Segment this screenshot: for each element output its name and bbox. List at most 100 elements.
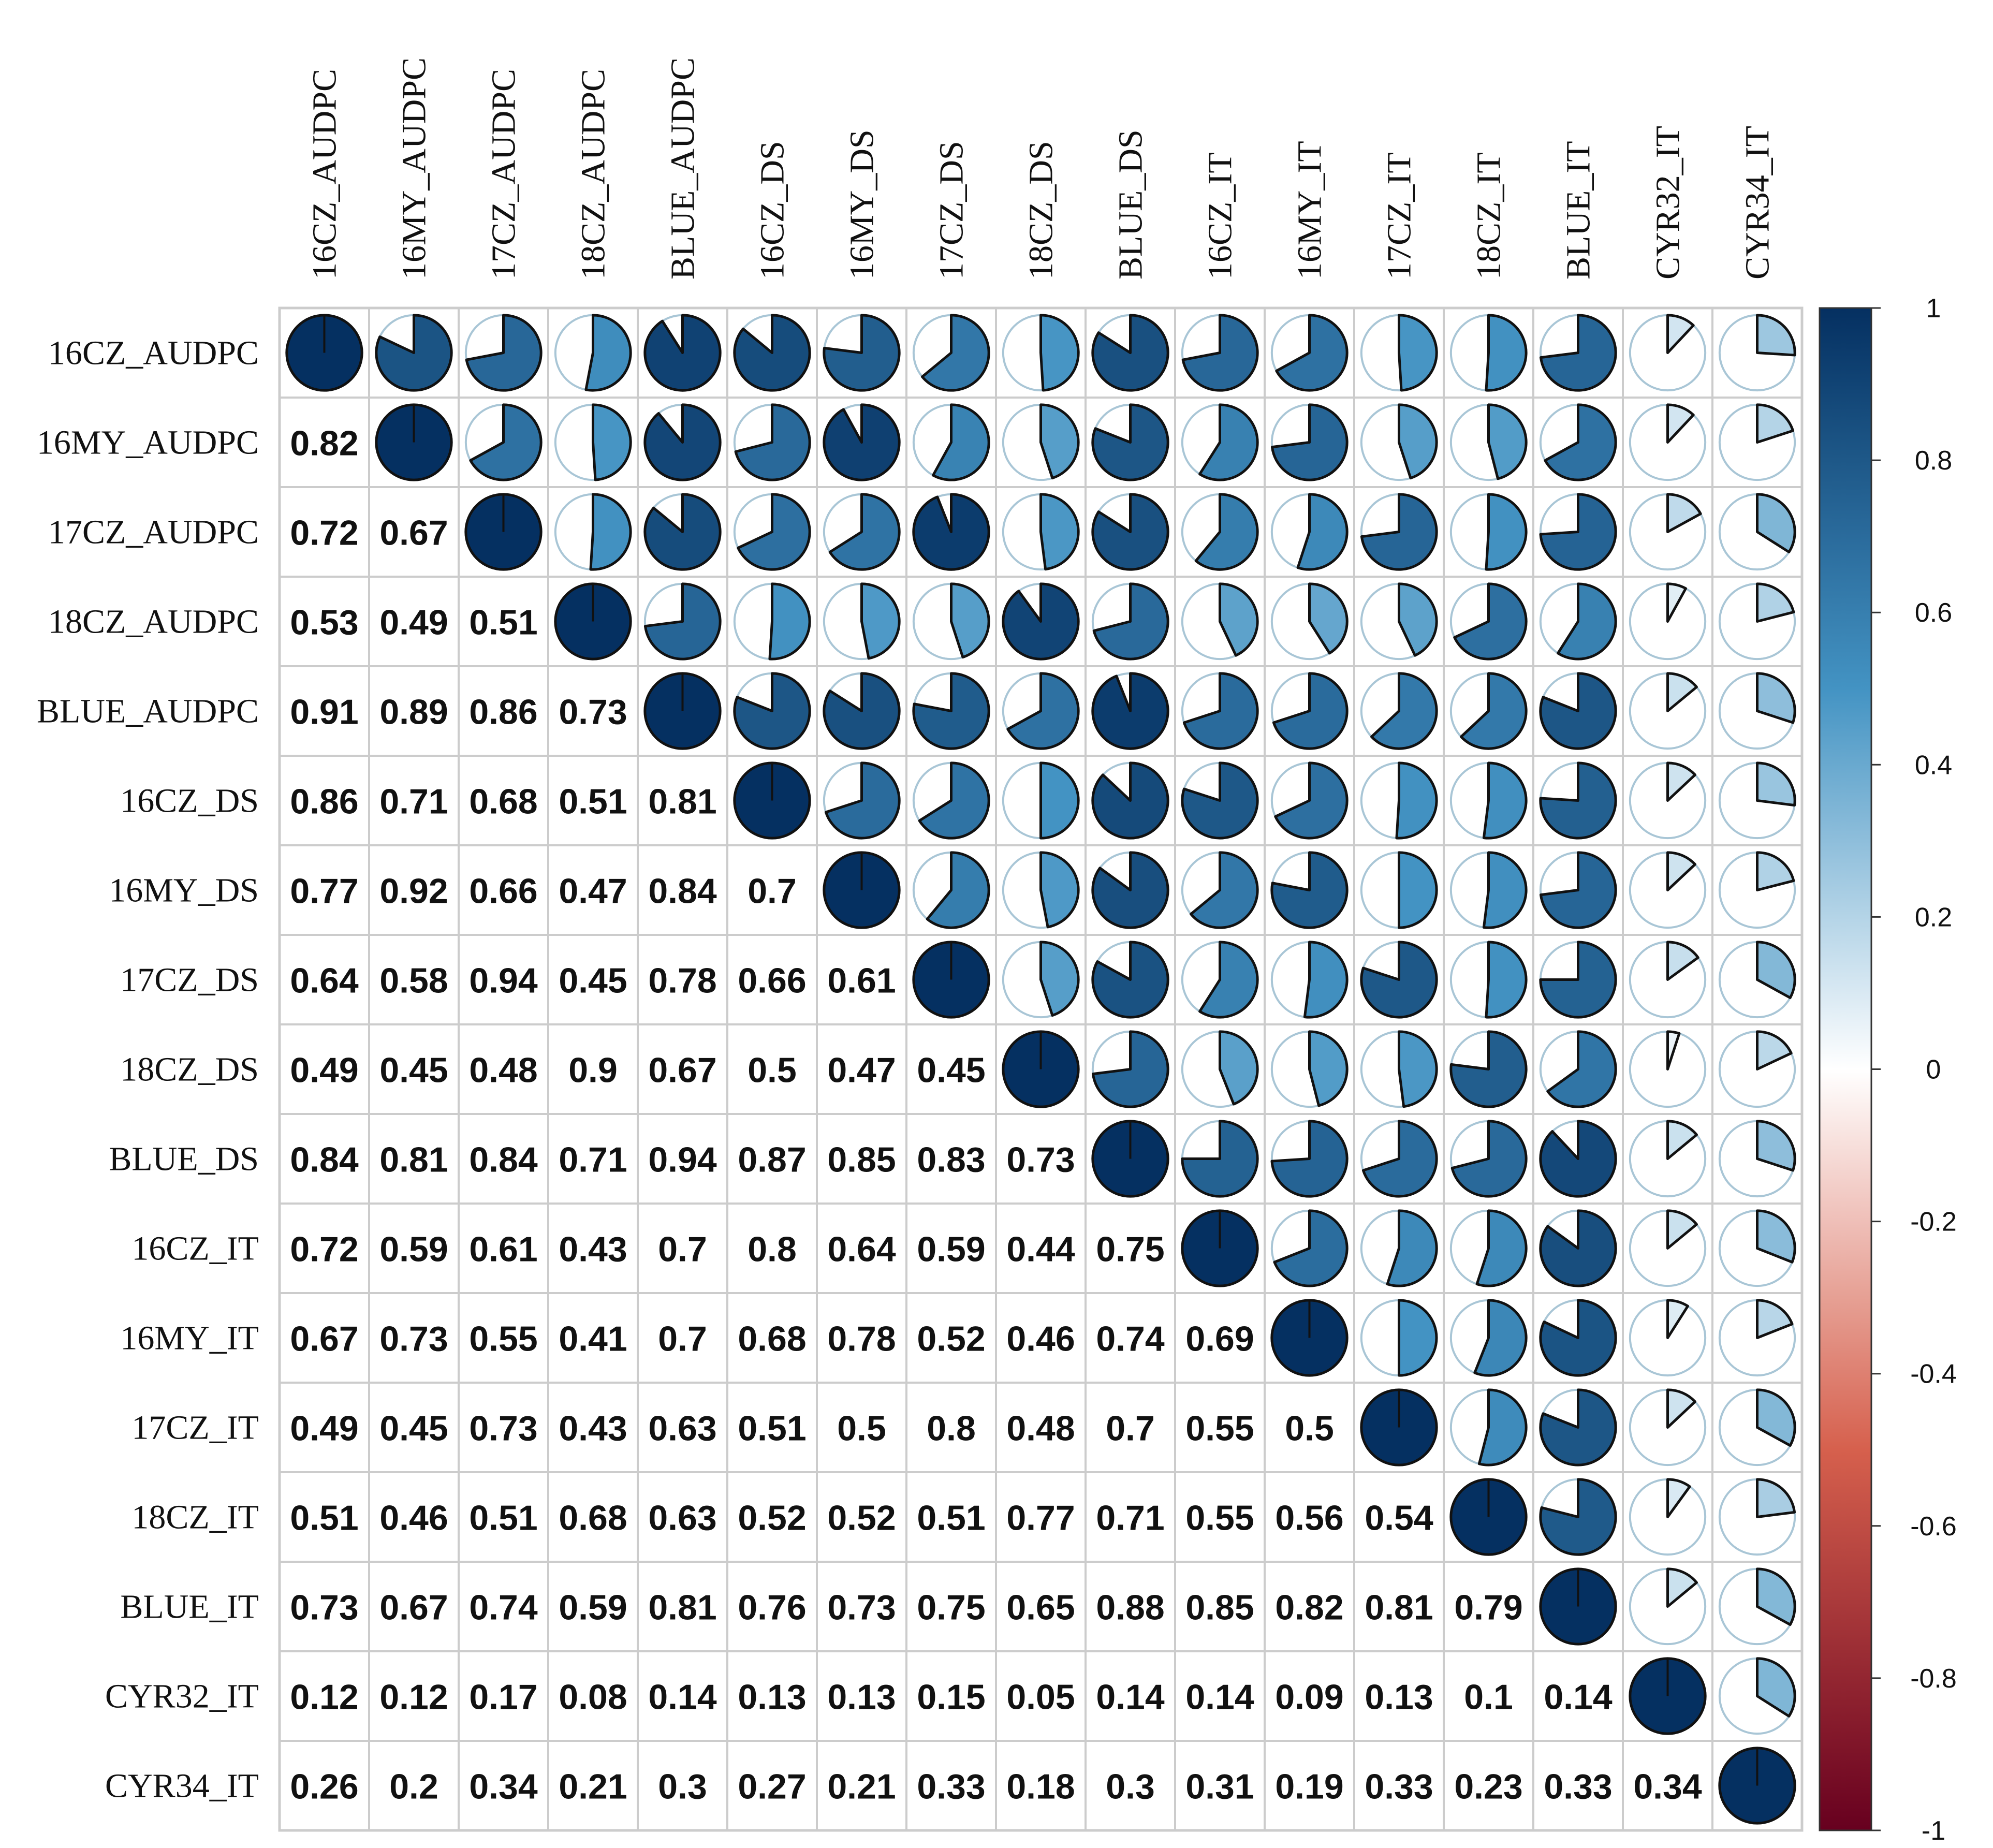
matrix-cell: 0.45 — [905, 1023, 997, 1115]
matrix-cell — [1174, 844, 1266, 936]
matrix-cell — [995, 1023, 1087, 1115]
matrix-cell: 0.43 — [547, 1202, 639, 1294]
correlation-value: 0.55 — [1185, 1409, 1254, 1448]
matrix-cell — [1085, 665, 1176, 757]
correlation-value: 0.7 — [658, 1319, 707, 1359]
matrix-cell: 0.69 — [1174, 1292, 1266, 1384]
matrix-cell — [1622, 1650, 1713, 1742]
matrix-cell: 0.52 — [816, 1471, 907, 1563]
column-label: 16MY_AUDPC — [395, 57, 433, 280]
correlation-value: 0.09 — [1275, 1678, 1343, 1717]
matrix-cell — [1443, 755, 1534, 846]
matrix-cell — [816, 486, 907, 578]
matrix-cell: 0.51 — [726, 1382, 818, 1473]
pie-slice — [1756, 314, 1796, 357]
pie-slice — [643, 403, 722, 481]
matrix-cell: 0.51 — [279, 1471, 370, 1563]
matrix-cell: 0.73 — [368, 1292, 460, 1384]
pie-slice — [1453, 582, 1528, 661]
correlation-value: 0.68 — [738, 1319, 806, 1359]
pie-slice — [734, 403, 811, 481]
correlation-value: 0.85 — [827, 1140, 896, 1180]
matrix-cell: 0.67 — [637, 1023, 728, 1115]
cell-border — [816, 934, 907, 1025]
pie-slice — [1181, 1120, 1259, 1198]
matrix-cell — [637, 576, 728, 667]
matrix-cell: 0.81 — [368, 1113, 460, 1205]
cell-border — [637, 1471, 728, 1563]
correlation-value: 0.51 — [738, 1409, 806, 1448]
correlation-value: 0.18 — [1006, 1767, 1075, 1807]
row-label: 18CZ_DS — [120, 1051, 259, 1089]
pie-slice — [584, 314, 632, 392]
pie-slice — [1482, 761, 1528, 840]
correlation-value: 0.94 — [648, 1140, 717, 1180]
cell-border — [279, 1561, 370, 1652]
cell-border — [637, 1650, 728, 1742]
matrix-cell — [1443, 397, 1534, 488]
legend-tick-label: 0 — [1926, 1055, 1941, 1085]
cell-border — [368, 1382, 460, 1473]
pie-slice — [1666, 314, 1695, 354]
correlation-value: 0.47 — [559, 872, 627, 911]
matrix-cell: 0.14 — [1085, 1650, 1176, 1742]
cell-border — [1264, 1561, 1355, 1652]
matrix-cell: 0.13 — [726, 1650, 818, 1742]
pie-slice — [1091, 672, 1169, 750]
matrix-cell: 0.68 — [547, 1471, 639, 1563]
matrix-cell — [1264, 397, 1355, 488]
correlation-value: 0.86 — [469, 693, 537, 732]
matrix-cell — [1532, 1023, 1624, 1115]
matrix-cell: 0.15 — [905, 1650, 997, 1742]
pie-slice — [1756, 1299, 1794, 1339]
matrix-cell — [816, 755, 907, 846]
matrix-cell: 0.68 — [458, 755, 549, 846]
matrix-cell — [1264, 665, 1355, 757]
pie-slice — [1487, 403, 1528, 480]
matrix-cell — [547, 397, 639, 488]
correlation-value: 0.52 — [917, 1319, 985, 1359]
matrix-cell — [637, 397, 728, 488]
matrix-cell: 0.67 — [279, 1292, 370, 1384]
correlation-value: 0.15 — [917, 1678, 985, 1717]
cell-border — [637, 1202, 728, 1294]
correlation-value: 0.7 — [658, 1230, 707, 1269]
matrix-cell: 0.23 — [1443, 1740, 1534, 1831]
matrix-cell — [816, 844, 907, 936]
matrix-cell: 0.41 — [547, 1292, 639, 1384]
cell-border — [458, 934, 549, 1025]
correlation-value: 0.82 — [290, 424, 358, 463]
matrix-cell — [1353, 307, 1445, 399]
matrix-cell: 0.47 — [547, 844, 639, 936]
matrix-cell: 0.14 — [1174, 1650, 1266, 1742]
matrix-cell: 0.14 — [1532, 1650, 1624, 1742]
matrix-cell — [1532, 1561, 1624, 1652]
correlation-value: 0.59 — [559, 1588, 627, 1627]
column-label: 16CZ_IT — [1201, 152, 1239, 280]
matrix-cell — [1353, 576, 1445, 667]
matrix-cell — [1532, 486, 1624, 578]
matrix-cell — [547, 576, 639, 667]
matrix-cell: 0.7 — [637, 1202, 728, 1294]
matrix-cell — [1085, 1023, 1176, 1115]
matrix-cell — [1353, 1113, 1445, 1205]
matrix-cell: 0.58 — [368, 934, 460, 1025]
matrix-cell — [1711, 1740, 1803, 1831]
matrix-cell: 0.87 — [726, 1113, 818, 1205]
matrix-cell: 0.12 — [279, 1650, 370, 1742]
pie-slice — [1370, 672, 1438, 750]
matrix-cell: 0.3 — [1085, 1740, 1176, 1831]
matrix-cell: 0.84 — [279, 1113, 370, 1205]
matrix-cell: 0.59 — [905, 1202, 997, 1294]
cell-border — [547, 1292, 639, 1384]
pie-slice — [733, 672, 811, 750]
matrix-cell: 0.75 — [905, 1561, 997, 1652]
correlation-value: 0.66 — [469, 872, 537, 911]
correlation-value: 0.78 — [648, 961, 716, 1001]
matrix-cell — [547, 307, 639, 399]
cell-border — [637, 934, 728, 1025]
matrix-cell: 0.52 — [726, 1471, 818, 1563]
matrix-cell: 0.94 — [458, 934, 549, 1025]
pie-slice — [592, 403, 632, 481]
correlation-value: 0.61 — [827, 961, 896, 1001]
